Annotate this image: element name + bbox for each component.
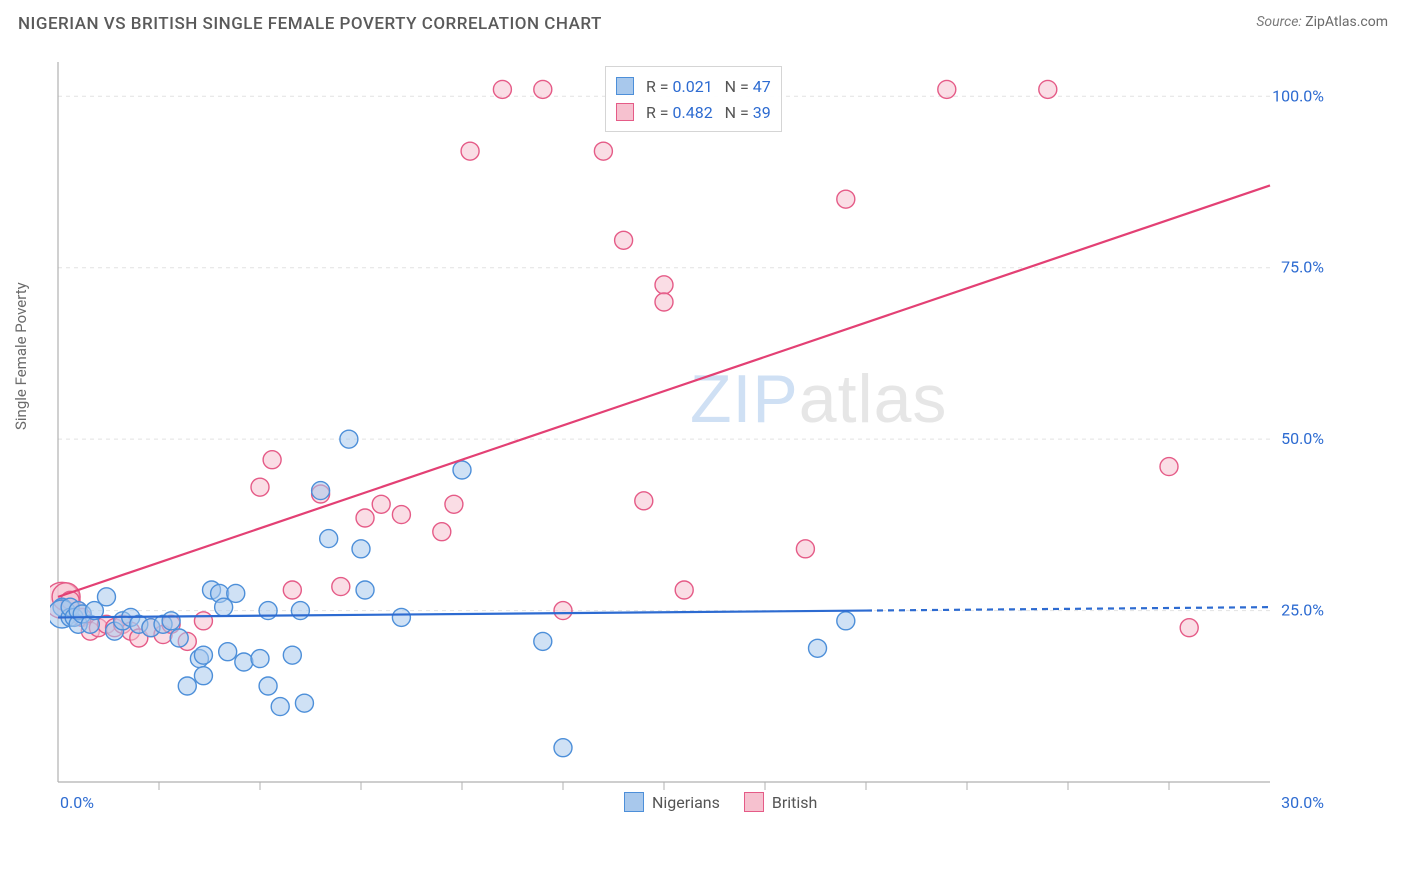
legend-item[interactable]: Nigerians bbox=[624, 792, 720, 812]
legend-item[interactable]: British bbox=[744, 792, 817, 812]
svg-text:0.0%: 0.0% bbox=[60, 793, 94, 812]
series-swatch-icon bbox=[616, 77, 634, 95]
legend-swatch-icon bbox=[744, 792, 764, 812]
legend: Nigerians British bbox=[624, 792, 817, 812]
chart-title: NIGERIAN VS BRITISH SINGLE FEMALE POVERT… bbox=[18, 14, 602, 34]
svg-text:25.0%: 25.0% bbox=[1281, 601, 1324, 620]
stats-box: R = 0.021 N = 47 R = 0.482 N = 39 bbox=[605, 66, 782, 132]
svg-text:30.0%: 30.0% bbox=[1281, 793, 1324, 812]
svg-text:100.0%: 100.0% bbox=[1272, 86, 1324, 105]
stats-row: R = 0.482 N = 39 bbox=[616, 99, 771, 125]
source-link[interactable]: ZipAtlas.com bbox=[1305, 14, 1388, 30]
legend-label: British bbox=[772, 793, 817, 812]
legend-swatch-icon bbox=[624, 792, 644, 812]
series-swatch-icon bbox=[616, 103, 634, 121]
source-prefix: Source: bbox=[1256, 14, 1305, 30]
svg-text:50.0%: 50.0% bbox=[1281, 429, 1324, 448]
chart-area: ZIPatlas 25.0% 50.0% 75.0% 100.0% 0.0% 30.0% R… bbox=[50, 52, 1330, 822]
scatter-chart: ZIPatlas 25.0% 50.0% 75.0% 100.0% 0.0% 30.0% bbox=[50, 52, 1330, 822]
svg-text:ZIPatlas: ZIPatlas bbox=[690, 361, 947, 437]
y-axis-label: Single Female Poverty bbox=[12, 282, 30, 430]
svg-text:75.0%: 75.0% bbox=[1281, 258, 1324, 277]
chart-source: Source: ZipAtlas.com bbox=[1256, 14, 1388, 30]
stats-row: R = 0.021 N = 47 bbox=[616, 73, 771, 99]
legend-label: Nigerians bbox=[652, 793, 720, 812]
chart-header: NIGERIAN VS BRITISH SINGLE FEMALE POVERT… bbox=[18, 14, 1388, 34]
